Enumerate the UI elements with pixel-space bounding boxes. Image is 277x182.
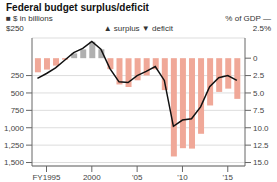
svg-text:500: 500 — [11, 89, 25, 98]
svg-text:FY1995: FY1995 — [32, 173, 61, 182]
svg-text:'05: '05 — [132, 173, 143, 182]
html-text:$250: $250 — [6, 24, 24, 33]
svg-text:1,500: 1,500 — [8, 158, 25, 167]
svg-text:1,250: 1,250 — [8, 141, 25, 150]
svg-text:15.0: 15.0 — [253, 158, 269, 167]
svg-text:0: 0 — [253, 54, 258, 63]
svg-text:7.5: 7.5 — [253, 106, 265, 115]
svg-text:5.0: 5.0 — [253, 89, 265, 98]
svg-text:2000: 2000 — [83, 173, 101, 182]
html-text:Federal budget surplus/deficit: Federal budget surplus/deficit — [6, 2, 149, 13]
svg-text:1,000: 1,000 — [8, 124, 25, 133]
svg-text:'15: '15 — [223, 173, 234, 182]
svg-text:250: 250 — [11, 71, 25, 80]
svg-text:750: 750 — [11, 106, 25, 115]
svg-text:10.0: 10.0 — [253, 124, 269, 133]
svg-text:2.5: 2.5 — [253, 71, 265, 80]
html-text:2.5%: 2.5% — [252, 24, 271, 33]
svg-text:12.5: 12.5 — [253, 141, 269, 150]
html-text:■ $ in billions: ■ $ in billions — [6, 14, 53, 23]
html-text:▲ surplus ▼ deficit: ▲ surplus ▼ deficit — [103, 24, 173, 33]
html-text:% of GDP —: % of GDP — — [225, 14, 271, 23]
svg-text:'10: '10 — [177, 173, 188, 182]
